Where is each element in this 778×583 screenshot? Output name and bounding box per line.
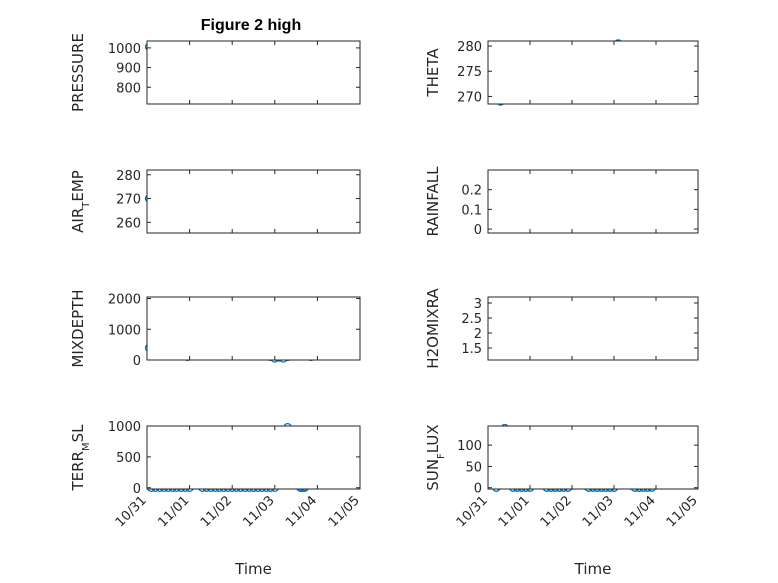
y-tick-label: 2000 bbox=[108, 293, 141, 308]
y-tick-label: 2 bbox=[474, 327, 482, 342]
y-tick-label: 0.1 bbox=[461, 203, 482, 218]
x-tick-label: 11/04 bbox=[622, 493, 659, 530]
y-axis-label-tail: EMP bbox=[69, 170, 87, 201]
y-tick-label: 900 bbox=[116, 62, 141, 77]
y-axis-label-subscript: F bbox=[436, 453, 447, 459]
y-axis-label-subscript: M bbox=[81, 442, 92, 451]
y-tick-label: 280 bbox=[116, 169, 141, 184]
x-tick-label: 11/03 bbox=[580, 493, 617, 530]
x-tick-label: 11/05 bbox=[664, 493, 701, 530]
subplot-air: 260 270 280 AIRTEMP bbox=[69, 169, 361, 234]
y-axis-label-main: AIR bbox=[69, 208, 87, 233]
subplot-mixdepth: 0 1000 2000 MIXDEPTH bbox=[69, 289, 361, 369]
y-tick-label: 0.2 bbox=[461, 184, 482, 199]
axes-frame bbox=[146, 169, 361, 234]
y-axis-label: RAINFALL bbox=[424, 166, 442, 237]
y-tick-label: 800 bbox=[116, 81, 141, 96]
y-tick-label: 1.5 bbox=[461, 342, 482, 357]
y-axis-label-tail: LUX bbox=[424, 424, 442, 453]
y-axis-label-subscript: T bbox=[81, 201, 92, 209]
x-tick-label: 11/02 bbox=[538, 493, 575, 530]
y-tick-label: 3 bbox=[474, 297, 482, 312]
x-axis-label: Time bbox=[574, 560, 612, 578]
y-tick-label: 1000 bbox=[108, 323, 141, 338]
x-tick-label: 11/04 bbox=[283, 493, 320, 530]
y-axis-label-main: SUN bbox=[424, 459, 442, 491]
y-tick-label: 50 bbox=[465, 460, 482, 475]
x-tick-label: 11/05 bbox=[326, 493, 363, 530]
x-tick-label: 11/01 bbox=[496, 493, 533, 530]
y-axis-label-tail: SL bbox=[69, 424, 87, 443]
x-axis-label: Time bbox=[234, 560, 272, 578]
y-axis-label-main: THETA bbox=[424, 48, 442, 98]
y-axis-label: MIXDEPTH bbox=[69, 289, 87, 367]
y-tick-label: 500 bbox=[116, 451, 141, 466]
y-tick-label: 1000 bbox=[108, 420, 141, 435]
axes-frame bbox=[487, 425, 699, 490]
y-tick-label: 1000 bbox=[108, 42, 141, 57]
x-tick-label: 11/02 bbox=[198, 493, 235, 530]
subplot-theta: 270 275 280 THETA bbox=[424, 39, 699, 106]
y-axis-label-main: RAINFALL bbox=[424, 166, 442, 237]
figure-title: Figure 2 high bbox=[201, 17, 301, 34]
x-tick-label: 10/31 bbox=[113, 493, 150, 530]
y-axis-label: TERRMSL bbox=[69, 424, 92, 492]
y-tick-label: 0 bbox=[133, 482, 141, 497]
y-axis-label: SUNFLUX bbox=[424, 424, 447, 490]
y-tick-label: 280 bbox=[457, 40, 482, 55]
y-tick-label: 2.5 bbox=[461, 312, 482, 327]
axes-frame bbox=[487, 296, 699, 361]
y-tick-label: 0 bbox=[133, 354, 141, 369]
y-axis-label-main: H2OMIXRA bbox=[424, 288, 442, 369]
y-tick-label: 275 bbox=[457, 65, 482, 80]
y-axis-label-main: TERR bbox=[69, 451, 87, 492]
y-tick-label: 270 bbox=[457, 90, 482, 105]
y-axis-label: PRESSURE bbox=[69, 33, 87, 112]
subplot-rainfall: 0 0.1 0.2 RAINFALL bbox=[424, 166, 699, 238]
axes-frame bbox=[146, 40, 361, 105]
y-tick-label: 0 bbox=[474, 223, 482, 238]
axes-frame bbox=[487, 40, 699, 105]
y-tick-label: 100 bbox=[457, 439, 482, 454]
y-axis-label-main: MIXDEPTH bbox=[69, 289, 87, 367]
y-tick-label: 270 bbox=[116, 193, 141, 208]
axes-frame bbox=[487, 169, 699, 234]
y-axis-label: AIRTEMP bbox=[69, 170, 92, 233]
axes-frame bbox=[146, 296, 361, 361]
y-tick-label: 260 bbox=[116, 216, 141, 231]
subplot-pressure: 800 900 1000 PRESSURE bbox=[69, 33, 361, 112]
y-axis-label: H2OMIXRA bbox=[424, 288, 442, 369]
subplot-h2omixra: 1.522.53 H2OMIXRA bbox=[424, 288, 699, 369]
y-axis-label: THETA bbox=[424, 48, 442, 98]
y-axis-label-main: PRESSURE bbox=[69, 33, 87, 112]
x-tick-label: 10/31 bbox=[454, 493, 491, 530]
subplot-terr: 0 500 1000 10/31 11/01 11/02 11/03 11/04 11/05 TE… bbox=[69, 420, 363, 578]
subplot-sun: 0 50 100 10/31 11/01 11/02 11/03 11/04 11/05 SUNF… bbox=[424, 423, 701, 578]
x-tick-label: 11/03 bbox=[241, 493, 278, 530]
y-tick-label: 0 bbox=[474, 482, 482, 497]
x-tick-label: 11/01 bbox=[155, 493, 192, 530]
axes-frame bbox=[146, 425, 361, 490]
